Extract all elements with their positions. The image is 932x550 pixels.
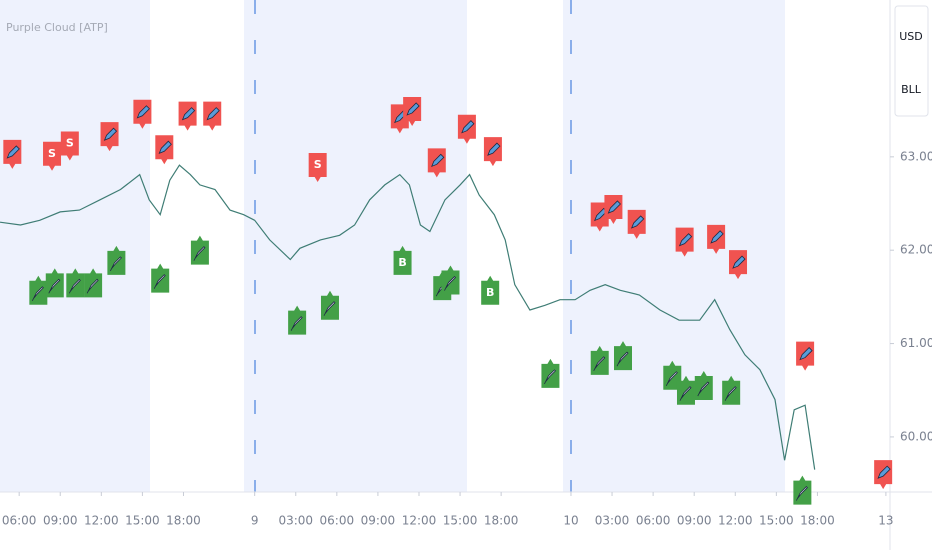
signal-label: S bbox=[66, 137, 74, 150]
pencil-icon bbox=[799, 347, 813, 361]
sell-signal bbox=[60, 131, 79, 161]
rocket-icon bbox=[68, 278, 81, 294]
pencil-icon bbox=[206, 107, 220, 121]
rocket-icon bbox=[153, 274, 166, 289]
axis-buttons bbox=[894, 5, 929, 117]
y-tick-label: 63.00 bbox=[900, 149, 932, 163]
x-tick-label: 09:00 bbox=[677, 514, 712, 528]
price-line bbox=[0, 164, 816, 470]
x-tick-label: 06:00 bbox=[2, 514, 37, 528]
session-band bbox=[563, 0, 785, 492]
rocket-icon bbox=[444, 275, 457, 291]
x-tick-label: 13 bbox=[878, 514, 893, 528]
pencil-icon bbox=[6, 145, 20, 159]
buy-signal bbox=[393, 245, 412, 275]
signal-label: S bbox=[48, 147, 56, 160]
rocket-icon bbox=[796, 486, 808, 501]
rocket-icon bbox=[593, 356, 606, 372]
rocket-icon bbox=[679, 386, 692, 401]
session-band bbox=[0, 0, 150, 492]
pencil-icon bbox=[877, 465, 891, 479]
rocket-icon bbox=[697, 381, 710, 397]
x-tick-label: 09:00 bbox=[361, 514, 396, 528]
sell-signal bbox=[43, 141, 62, 171]
rocket-icon bbox=[31, 286, 44, 301]
x-tick-label: 12:00 bbox=[84, 514, 119, 528]
x-tick-label: 9 bbox=[251, 514, 259, 528]
pencil-icon bbox=[487, 142, 501, 156]
signal-label: B bbox=[486, 286, 494, 299]
x-tick-label: 03:00 bbox=[595, 514, 630, 528]
x-tick-label: 12:00 bbox=[718, 514, 753, 528]
unit-button[interactable]: BLL bbox=[901, 83, 922, 96]
pencil-icon bbox=[461, 120, 475, 134]
x-tick-label: 15:00 bbox=[125, 514, 160, 528]
pencil-icon bbox=[158, 140, 172, 154]
rocket-icon bbox=[110, 256, 122, 272]
rocket-icon bbox=[323, 301, 336, 316]
pencil-icon bbox=[710, 230, 724, 244]
rocket-icon bbox=[544, 369, 556, 385]
x-tick-label: 09:00 bbox=[43, 514, 78, 528]
rocket-icon bbox=[724, 386, 737, 401]
x-tick-label: 10 bbox=[563, 514, 578, 528]
pencil-icon bbox=[406, 102, 420, 116]
y-tick-label: 62.00 bbox=[900, 243, 932, 257]
pencil-icon bbox=[431, 153, 445, 168]
pencil-icon bbox=[607, 200, 621, 214]
x-tick-label: 03:00 bbox=[278, 514, 313, 528]
pencil-icon bbox=[678, 233, 693, 247]
x-tick-label: 06:00 bbox=[320, 514, 355, 528]
y-tick-label: 60.00 bbox=[900, 429, 932, 443]
rocket-icon bbox=[665, 371, 678, 386]
rocket-icon bbox=[290, 316, 303, 331]
rocket-icon bbox=[616, 351, 629, 367]
rocket-icon bbox=[86, 278, 99, 294]
x-tick-label: 06:00 bbox=[636, 514, 671, 528]
x-tick-label: 18:00 bbox=[800, 514, 835, 528]
buy-signal bbox=[481, 275, 500, 305]
pencil-icon bbox=[136, 105, 150, 119]
rocket-icon bbox=[48, 278, 61, 294]
x-tick-label: 12:00 bbox=[402, 514, 437, 528]
pencil-icon bbox=[103, 127, 118, 141]
pencil-icon bbox=[630, 215, 645, 229]
pencil-icon bbox=[732, 255, 746, 269]
rocket-icon bbox=[193, 246, 206, 261]
signal-label: S bbox=[314, 158, 322, 171]
signal-label: B bbox=[398, 256, 406, 269]
x-tick-label: 18:00 bbox=[484, 514, 519, 528]
x-tick-label: 15:00 bbox=[443, 514, 478, 528]
indicator-title: Purple Cloud [ATP] bbox=[6, 21, 108, 34]
currency-button[interactable]: USD bbox=[899, 30, 923, 43]
pencil-icon bbox=[181, 107, 196, 121]
x-tick-label: 15:00 bbox=[759, 514, 794, 528]
y-tick-label: 61.00 bbox=[900, 336, 932, 350]
sell-signal bbox=[308, 152, 327, 182]
session-band bbox=[244, 0, 467, 492]
x-tick-label: 18:00 bbox=[166, 514, 201, 528]
